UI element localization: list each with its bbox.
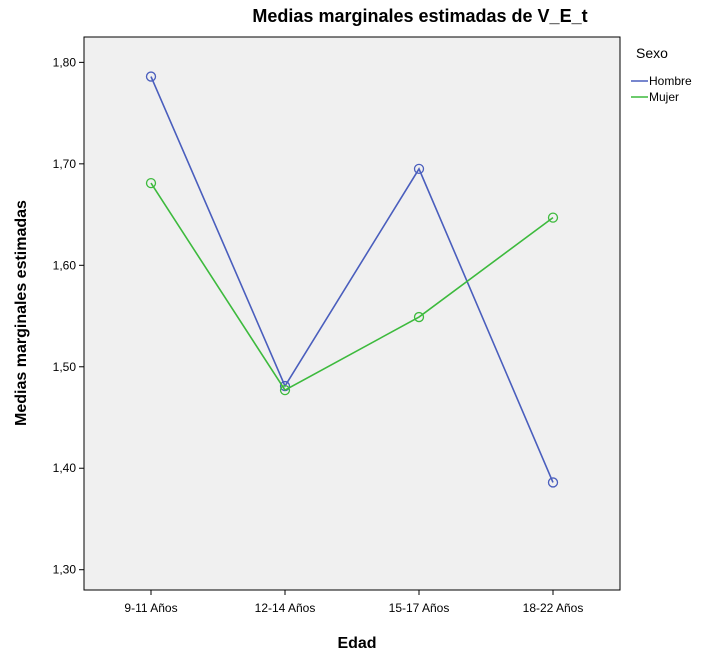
plot-area <box>83 36 621 591</box>
x-tick-label: 15-17 Años <box>389 601 450 615</box>
y-axis-title: Medias marginales estimadas <box>13 200 30 426</box>
data-point-mujer <box>145 177 157 189</box>
y-tick-label: 1,50 <box>53 360 77 374</box>
series-layer <box>145 71 559 488</box>
series-line-mujer <box>150 182 554 392</box>
data-point-mujer <box>279 384 291 396</box>
x-axis: 9-11 Años 12-14 Años 15-17 Años 18-22 Años <box>124 590 583 615</box>
data-point-hombre <box>145 71 157 82</box>
legend-label-hombre: Hombre <box>649 74 692 88</box>
series-line-hombre <box>150 76 554 483</box>
data-point-mujer <box>413 311 425 323</box>
y-tick-label: 1,70 <box>53 157 77 171</box>
data-point-mujer <box>547 212 559 223</box>
data-point-hombre <box>413 163 425 175</box>
y-tick-label: 1,80 <box>53 55 77 69</box>
y-tick-label: 1,60 <box>53 258 77 272</box>
data-point-hombre <box>547 477 559 488</box>
legend-label-mujer: Mujer <box>649 90 679 104</box>
y-tick-label: 1,40 <box>53 461 77 475</box>
y-axis: 1,30 1,40 1,50 1,60 1,70 1,80 <box>53 55 84 577</box>
legend-title: Sexo <box>636 45 668 61</box>
y-tick-label: 1,30 <box>53 563 77 577</box>
chart-title: Medias marginales estimadas de V_E_t <box>252 6 587 26</box>
legend: Sexo Hombre Mujer <box>631 45 692 104</box>
x-tick-label: 12-14 Años <box>255 601 316 615</box>
x-tick-label: 18-22 Años <box>523 601 584 615</box>
x-tick-label: 9-11 Años <box>124 601 177 615</box>
x-axis-title: Edad <box>337 635 376 652</box>
